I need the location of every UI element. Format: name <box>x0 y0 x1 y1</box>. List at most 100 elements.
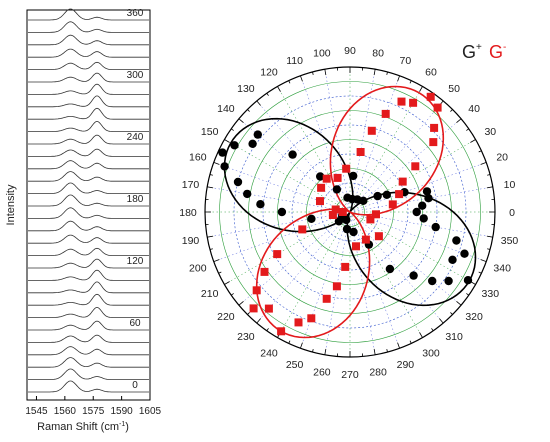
polar-tick-label: 0 <box>509 207 515 219</box>
polar-tick-label: 270 <box>341 369 359 381</box>
polar-tick-label: 340 <box>493 262 511 274</box>
raman-x-ticks: 1545 1560 1575 1590 1605 <box>25 396 162 417</box>
polar-tick-mark <box>324 348 327 355</box>
polar-tick-mark <box>397 342 400 349</box>
polar-tick-mark <box>386 71 388 75</box>
polar-tick-mark <box>431 328 434 332</box>
polar-tick-mark <box>224 139 230 143</box>
data-point-gplus <box>373 191 382 201</box>
x-tick-label: 1545 <box>25 406 48 417</box>
y-axis-label: Intensity <box>5 184 17 225</box>
spectrum-line <box>28 48 149 58</box>
polar-tick-label: 120 <box>260 67 278 79</box>
data-point-gminus <box>352 242 360 251</box>
polar-tick-label: 30 <box>484 126 496 138</box>
x-tick-label: 1575 <box>82 406 105 417</box>
spectrum-line <box>28 306 149 318</box>
polar-tick-label: 230 <box>237 331 255 343</box>
spectrum-line <box>28 61 149 70</box>
angle-label: 180 <box>127 194 144 205</box>
data-point-gplus <box>412 207 421 217</box>
spectrum-line <box>28 247 149 256</box>
spectrum-line <box>28 72 149 83</box>
data-point-gminus <box>249 304 258 313</box>
spectrum-line <box>28 182 149 194</box>
polar-tick-label: 40 <box>468 103 480 115</box>
data-point-gminus <box>332 282 341 291</box>
angle-label: 60 <box>129 318 141 329</box>
polar-tick-mark <box>312 349 314 353</box>
polar-ring <box>291 153 409 271</box>
polar-tick-label: 200 <box>189 262 207 274</box>
data-point-gminus <box>316 197 324 206</box>
polar-spoke <box>277 211 351 338</box>
legend: G+ G- <box>462 42 506 62</box>
polar-tick-mark <box>456 118 462 123</box>
polar-tick-mark <box>230 293 234 296</box>
polar-tick-mark <box>266 328 269 332</box>
data-point-gminus <box>430 123 439 132</box>
polar-tick-label: 140 <box>217 103 235 115</box>
data-point-gminus <box>381 109 390 118</box>
polar-tick-mark <box>409 340 412 344</box>
polar-tick-label: 180 <box>179 207 197 219</box>
polar-tick-label: 190 <box>182 235 200 247</box>
data-point-gplus <box>444 276 453 286</box>
polar-tick-mark <box>209 174 213 176</box>
data-point-gminus <box>374 232 383 241</box>
spectrum-line <box>28 120 149 132</box>
spectrum-line <box>28 269 149 281</box>
polar-spoke <box>300 75 351 213</box>
data-point-gplus <box>334 217 344 226</box>
polar-tick-mark <box>466 293 470 296</box>
data-point-gminus <box>341 262 350 271</box>
spectrum-line <box>28 380 149 393</box>
polar-spoke <box>224 139 351 213</box>
polar-tick-label: 160 <box>189 152 207 164</box>
polar-data-points <box>218 92 473 336</box>
polar-tick-label: 100 <box>313 48 331 60</box>
data-point-gplus <box>256 200 265 209</box>
spectrum-line <box>28 281 149 294</box>
data-point-gplus <box>220 162 229 171</box>
x-tick-label: 1590 <box>110 406 133 417</box>
data-point-gplus <box>230 141 239 150</box>
polar-tick-mark <box>480 259 487 262</box>
legend-entry-gplus: G+ <box>462 42 482 62</box>
polar-spoke <box>349 139 476 213</box>
data-point-gplus <box>332 185 342 194</box>
polar-tick-mark <box>207 186 214 189</box>
polar-spoke <box>349 162 487 213</box>
spectrum-line <box>28 21 149 33</box>
polar-tick-label: 320 <box>465 311 483 323</box>
data-point-gminus <box>331 205 340 214</box>
data-point-gplus <box>448 255 457 264</box>
polar-tick-mark <box>277 86 281 92</box>
spectrum-line <box>28 320 149 331</box>
polar-tick-mark <box>466 128 470 131</box>
polar-tick-label: 10 <box>504 179 516 191</box>
data-point-gplus <box>253 130 262 139</box>
polar-tick-mark <box>450 109 453 112</box>
spectrum-line <box>28 107 149 120</box>
polar-tick-mark <box>300 75 303 82</box>
x-tick-label: 1605 <box>139 406 162 417</box>
data-point-gplus <box>452 236 461 245</box>
polar-tick-label: 310 <box>445 331 463 343</box>
polar-spoke <box>349 211 462 306</box>
polar-tick-label: 20 <box>496 152 508 164</box>
polar-tick-mark <box>207 235 214 238</box>
data-point-gplus <box>431 222 440 232</box>
polar-tick-mark <box>230 128 234 131</box>
polar-tick-mark <box>478 271 482 274</box>
polar-spoke <box>213 211 351 262</box>
data-point-gplus <box>316 172 325 181</box>
polar-spoke <box>256 100 351 213</box>
polar-tick-label: 220 <box>217 311 235 323</box>
polar-spoke <box>349 75 400 213</box>
polar-tick-mark <box>224 281 230 285</box>
polar-tick-label: 260 <box>313 367 331 379</box>
data-point-gminus <box>397 97 406 106</box>
polar-tick-mark <box>238 301 244 306</box>
